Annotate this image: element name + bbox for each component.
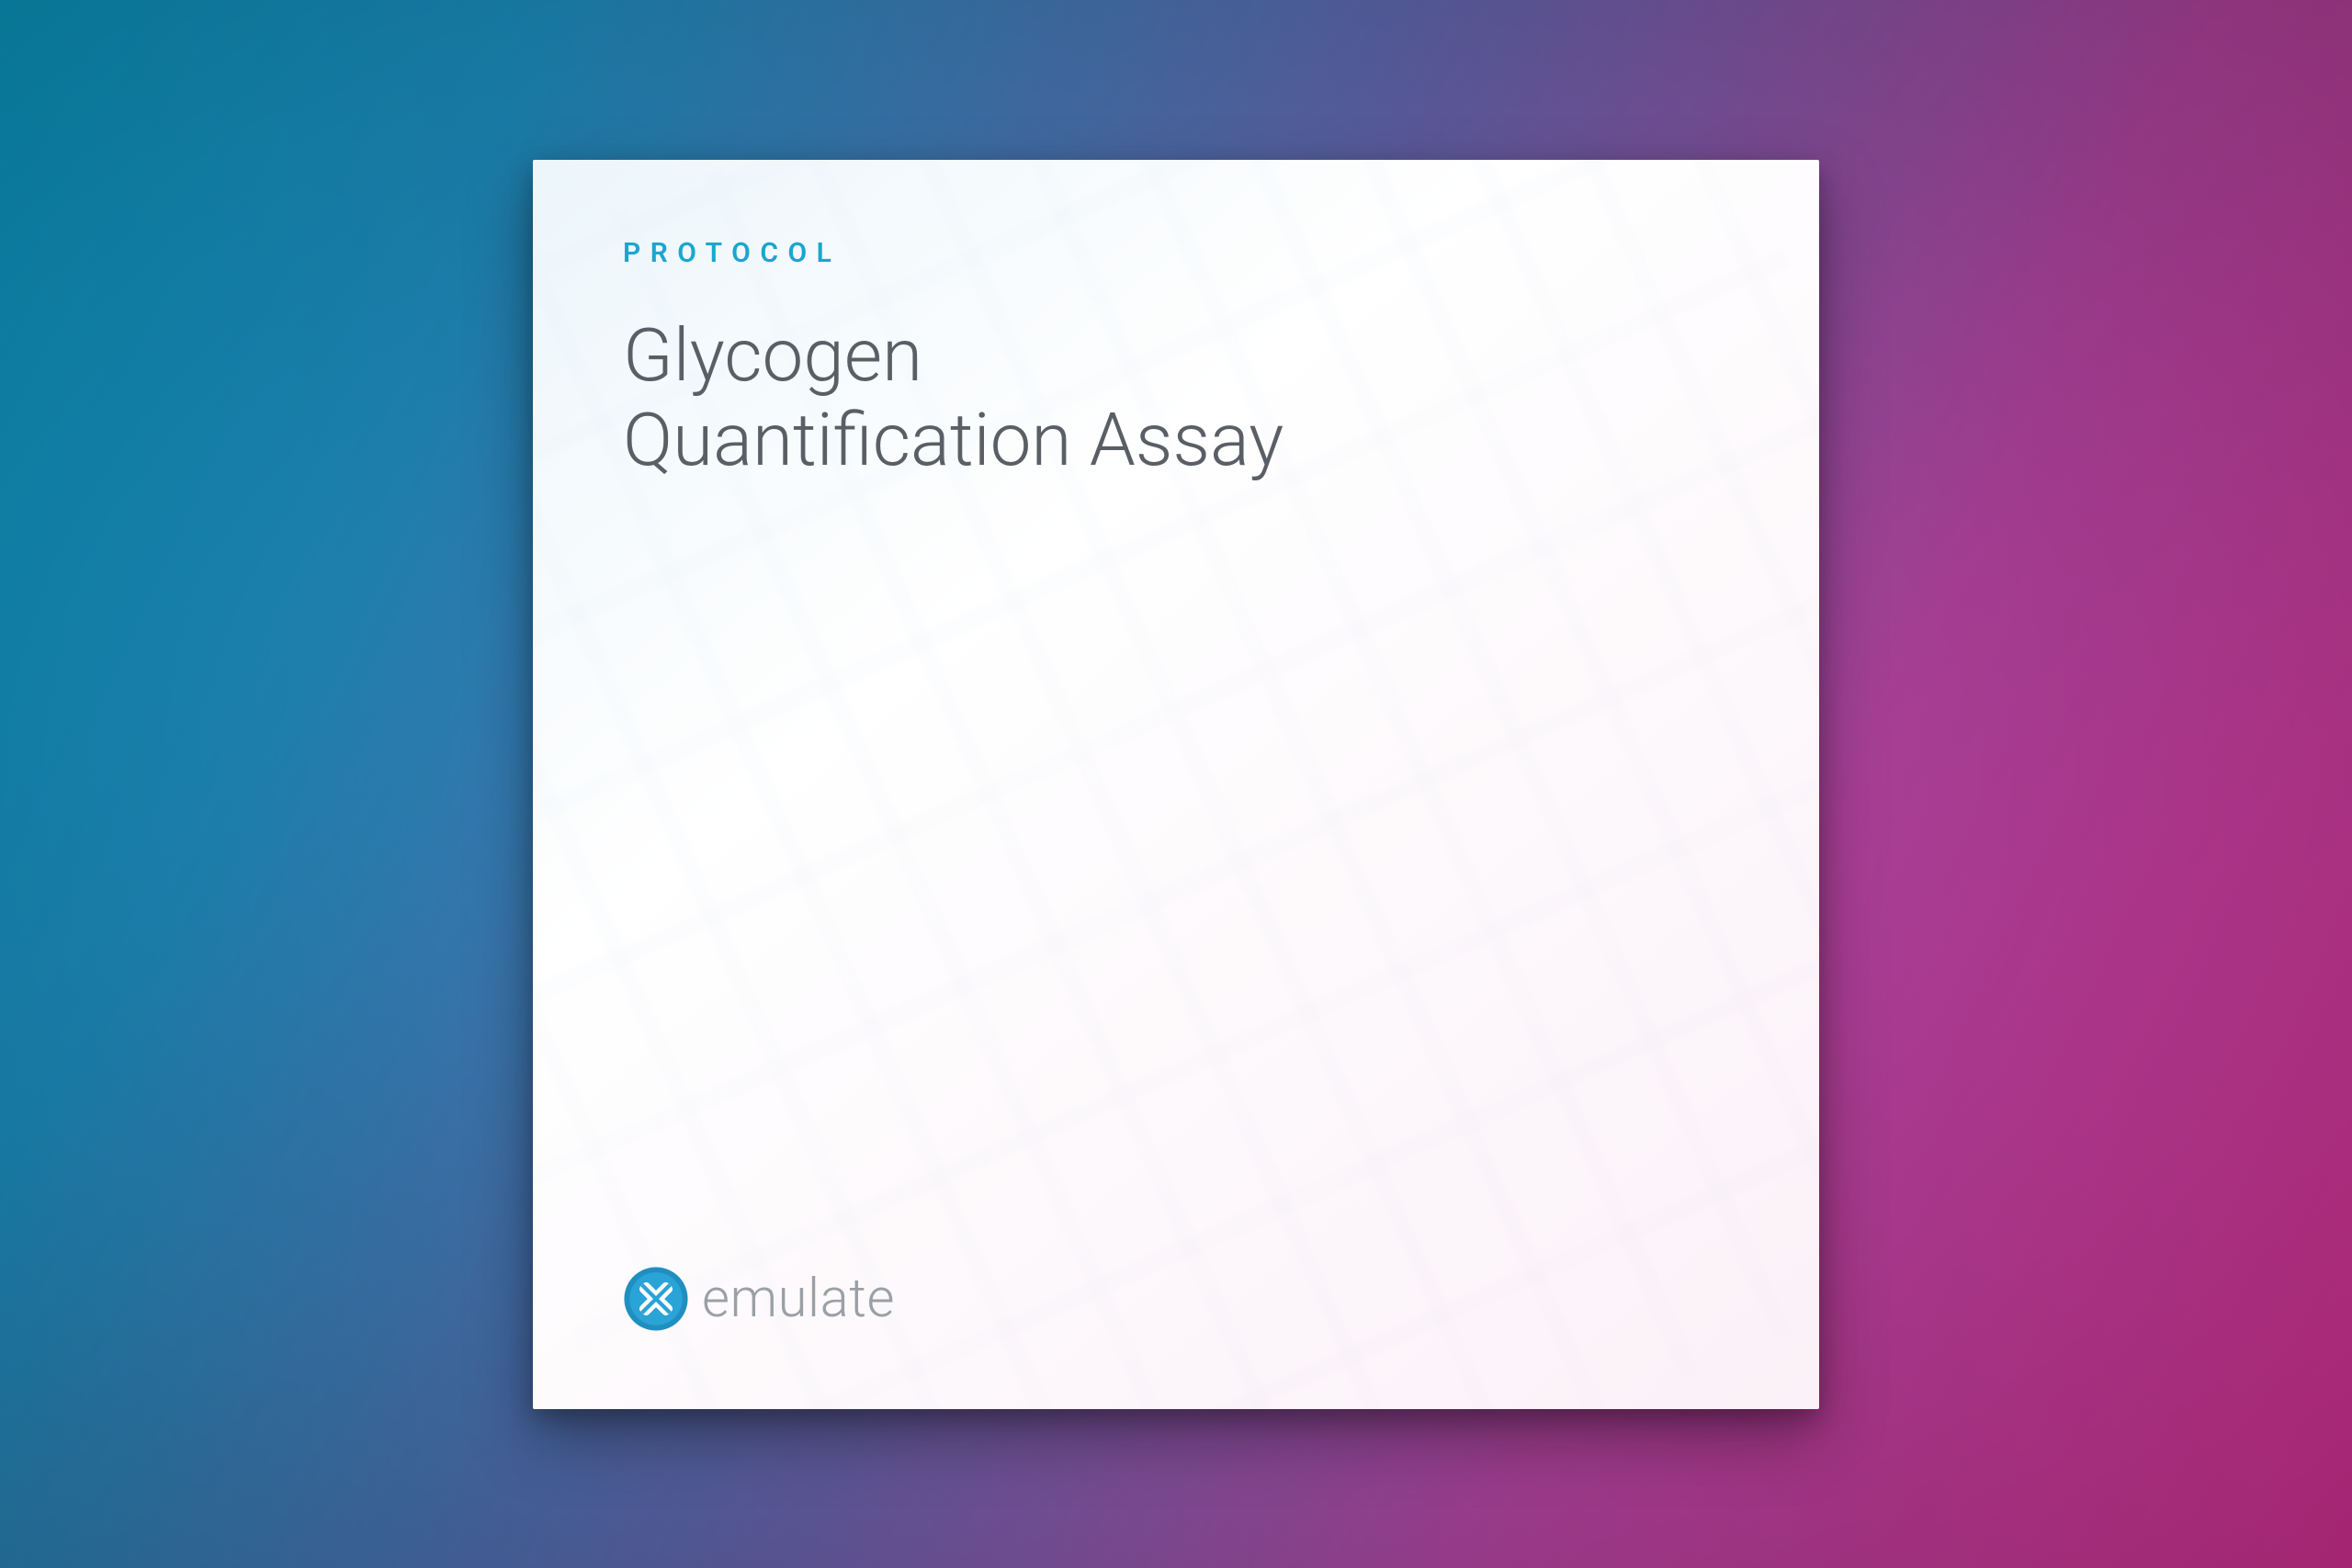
brand-logo: emulate	[623, 1266, 1729, 1332]
brand-wordmark: emulate	[702, 1268, 895, 1330]
document-title: Glycogen Quantification Assay	[623, 313, 1729, 482]
document-card: PROTOCOL Glycogen Quantification Assay	[533, 160, 1819, 1409]
title-line-1: Glycogen	[623, 312, 922, 399]
page-background: PROTOCOL Glycogen Quantification Assay	[0, 0, 2352, 1568]
card-content: PROTOCOL Glycogen Quantification Assay	[533, 160, 1819, 1409]
title-line-2: Quantification Assay	[623, 397, 1283, 483]
eyebrow-label: PROTOCOL	[623, 237, 1729, 269]
brand-mark-icon	[623, 1266, 689, 1332]
